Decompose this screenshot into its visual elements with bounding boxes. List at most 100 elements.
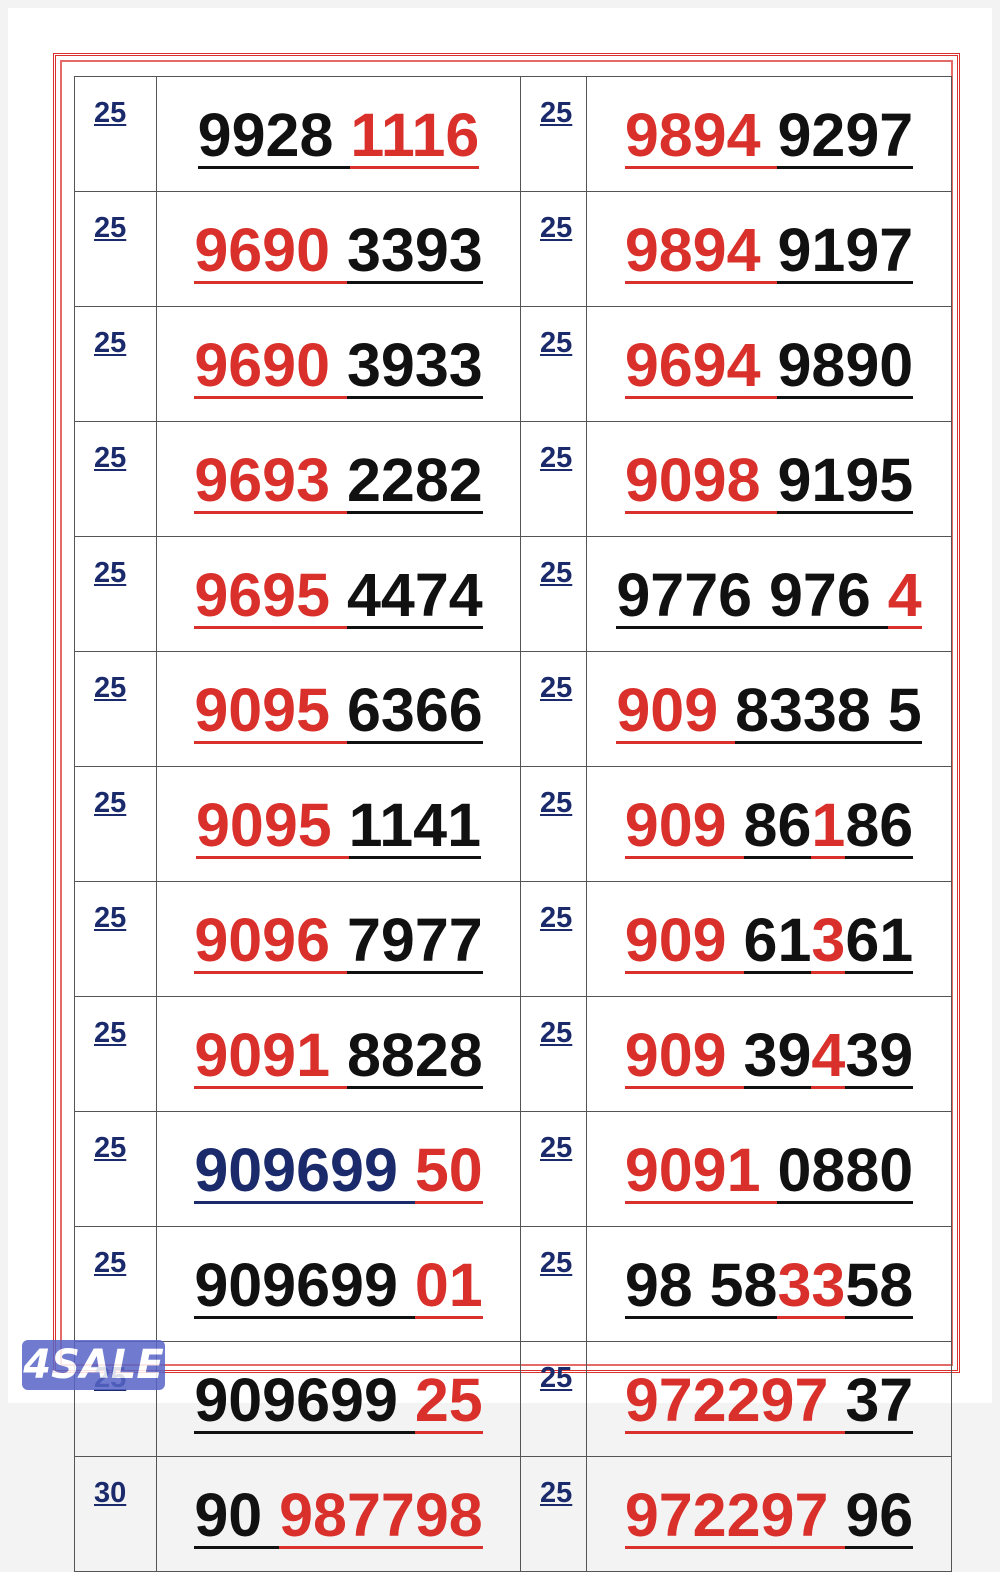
number-segment: 3393 xyxy=(346,213,483,284)
price: 25 xyxy=(520,766,587,882)
phone-number: 9695 4474 xyxy=(156,536,521,652)
number-segment: 9197 xyxy=(777,213,914,284)
price: 25 xyxy=(520,421,587,537)
table-body: 25 9928 1116 25 9894 9297 25 9690 3393 25 9894 … xyxy=(74,76,952,1572)
number-segment: 61 xyxy=(845,903,914,974)
number-segment: 3 xyxy=(811,903,846,974)
number-segment: 58 xyxy=(845,1248,914,1319)
price: 25 xyxy=(74,191,157,307)
phone-number: 9095 1141 xyxy=(156,766,521,882)
number-segment: 4 xyxy=(811,1018,846,1089)
number-segment: 98 58 xyxy=(624,1248,778,1319)
number-segment: 9695 xyxy=(194,558,347,629)
price: 25 xyxy=(520,1111,587,1227)
phone-number: 909 86186 xyxy=(586,766,952,882)
price: 25 xyxy=(74,1226,157,1342)
phone-number: 972297 37 xyxy=(586,1341,952,1457)
price: 25 xyxy=(520,881,587,997)
number-segment: 3933 xyxy=(346,328,483,399)
number-segment: 9095 xyxy=(196,788,349,859)
number-segment: 9890 xyxy=(777,328,914,399)
phone-number: 9095 6366 xyxy=(156,651,521,767)
phone-number: 9894 9197 xyxy=(586,191,952,307)
table-row: 25 9695 4474 25 9776 976 4 xyxy=(74,536,952,652)
number-segment: 9928 xyxy=(197,98,351,169)
price: 25 xyxy=(74,306,157,422)
number-segment: 909 xyxy=(624,903,744,974)
phone-number: 9928 1116 xyxy=(156,76,521,192)
price: 25 xyxy=(520,191,587,307)
number-segment: 8828 xyxy=(346,1018,483,1089)
phone-number: 9690 3393 xyxy=(156,191,521,307)
number-segment: 9693 xyxy=(194,443,347,514)
phone-number: 909 8338 5 xyxy=(586,651,952,767)
page: 25 9928 1116 25 9894 9297 25 9690 3393 25 9894 … xyxy=(8,8,992,1572)
number-segment: 01 xyxy=(414,1248,483,1319)
number-segment: 909 xyxy=(624,788,744,859)
phone-number: 9096 7977 xyxy=(156,881,521,997)
table-row: 25 9928 1116 25 9894 9297 xyxy=(74,76,952,192)
price: 25 xyxy=(520,536,587,652)
number-segment: 33 xyxy=(777,1248,846,1319)
number-segment: 4474 xyxy=(346,558,483,629)
phone-number: 98 583358 xyxy=(586,1226,952,1342)
table-row: 25 9690 3933 25 9694 9890 xyxy=(74,306,952,422)
number-segment: 9096 xyxy=(194,903,347,974)
number-segment: 37 xyxy=(845,1363,914,1434)
number-segment: 9091 xyxy=(624,1133,778,1204)
number-segment: 50 xyxy=(414,1133,483,1204)
number-segment: 9776 976 xyxy=(616,558,888,629)
price: 25 xyxy=(520,1341,587,1457)
phone-number: 909 39439 xyxy=(586,996,952,1112)
number-segment: 9894 xyxy=(624,213,778,284)
number-segment: 972297 xyxy=(624,1363,846,1434)
number-segment: 1 xyxy=(811,788,846,859)
number-segment: 7977 xyxy=(346,903,483,974)
number-segment: 1141 xyxy=(348,788,481,859)
number-segment: 2282 xyxy=(346,443,483,514)
number-segment: 9690 xyxy=(194,213,347,284)
number-segment: 86 xyxy=(845,788,914,859)
number-segment: 9095 xyxy=(194,673,347,744)
table-row: 25 909699 50 25 9091 0880 xyxy=(74,1111,952,1227)
watermark: 4SALE xyxy=(22,1340,165,1390)
phone-number: 90 987798 xyxy=(156,1456,521,1572)
phone-number: 909699 50 xyxy=(156,1111,521,1227)
phone-number: 909699 01 xyxy=(156,1226,521,1342)
price: 30 xyxy=(74,1456,157,1572)
number-segment: 909 xyxy=(624,1018,744,1089)
number-table: 25 9928 1116 25 9894 9297 25 9690 3393 25 9894 … xyxy=(74,76,952,1572)
price: 25 xyxy=(74,651,157,767)
price: 25 xyxy=(520,651,587,767)
price: 25 xyxy=(520,996,587,1112)
number-segment: 4 xyxy=(887,558,922,629)
table-row: 25 9091 8828 25 909 39439 xyxy=(74,996,952,1112)
phone-number: 9091 8828 xyxy=(156,996,521,1112)
number-segment: 9195 xyxy=(777,443,914,514)
number-segment: 39 xyxy=(743,1018,812,1089)
table-row: 25 9095 6366 25 909 8338 5 xyxy=(74,651,952,767)
number-segment: 8338 5 xyxy=(735,673,922,744)
table-row: 30 90 987798 25 972297 96 xyxy=(74,1456,952,1572)
number-segment: 9098 xyxy=(624,443,778,514)
number-segment: 909699 xyxy=(194,1248,415,1319)
phone-number: 9098 9195 xyxy=(586,421,952,537)
number-segment: 96 xyxy=(845,1478,914,1549)
number-segment: 0880 xyxy=(777,1133,914,1204)
number-segment: 25 xyxy=(414,1363,483,1434)
number-segment: 972297 xyxy=(624,1478,846,1549)
table-row: 25 909699 01 25 98 583358 xyxy=(74,1226,952,1342)
number-segment: 61 xyxy=(743,903,812,974)
table-row: 25 9693 2282 25 9098 9195 xyxy=(74,421,952,537)
price: 25 xyxy=(74,536,157,652)
phone-number: 9091 0880 xyxy=(586,1111,952,1227)
phone-number: 9776 976 4 xyxy=(586,536,952,652)
price: 25 xyxy=(520,76,587,192)
number-segment: 1116 xyxy=(350,98,480,169)
sheet: 25 9928 1116 25 9894 9297 25 9690 3393 25 9894 … xyxy=(8,8,992,1572)
price: 25 xyxy=(74,421,157,537)
phone-number: 972297 96 xyxy=(586,1456,952,1572)
number-segment: 39 xyxy=(845,1018,914,1089)
number-segment: 9690 xyxy=(194,328,347,399)
